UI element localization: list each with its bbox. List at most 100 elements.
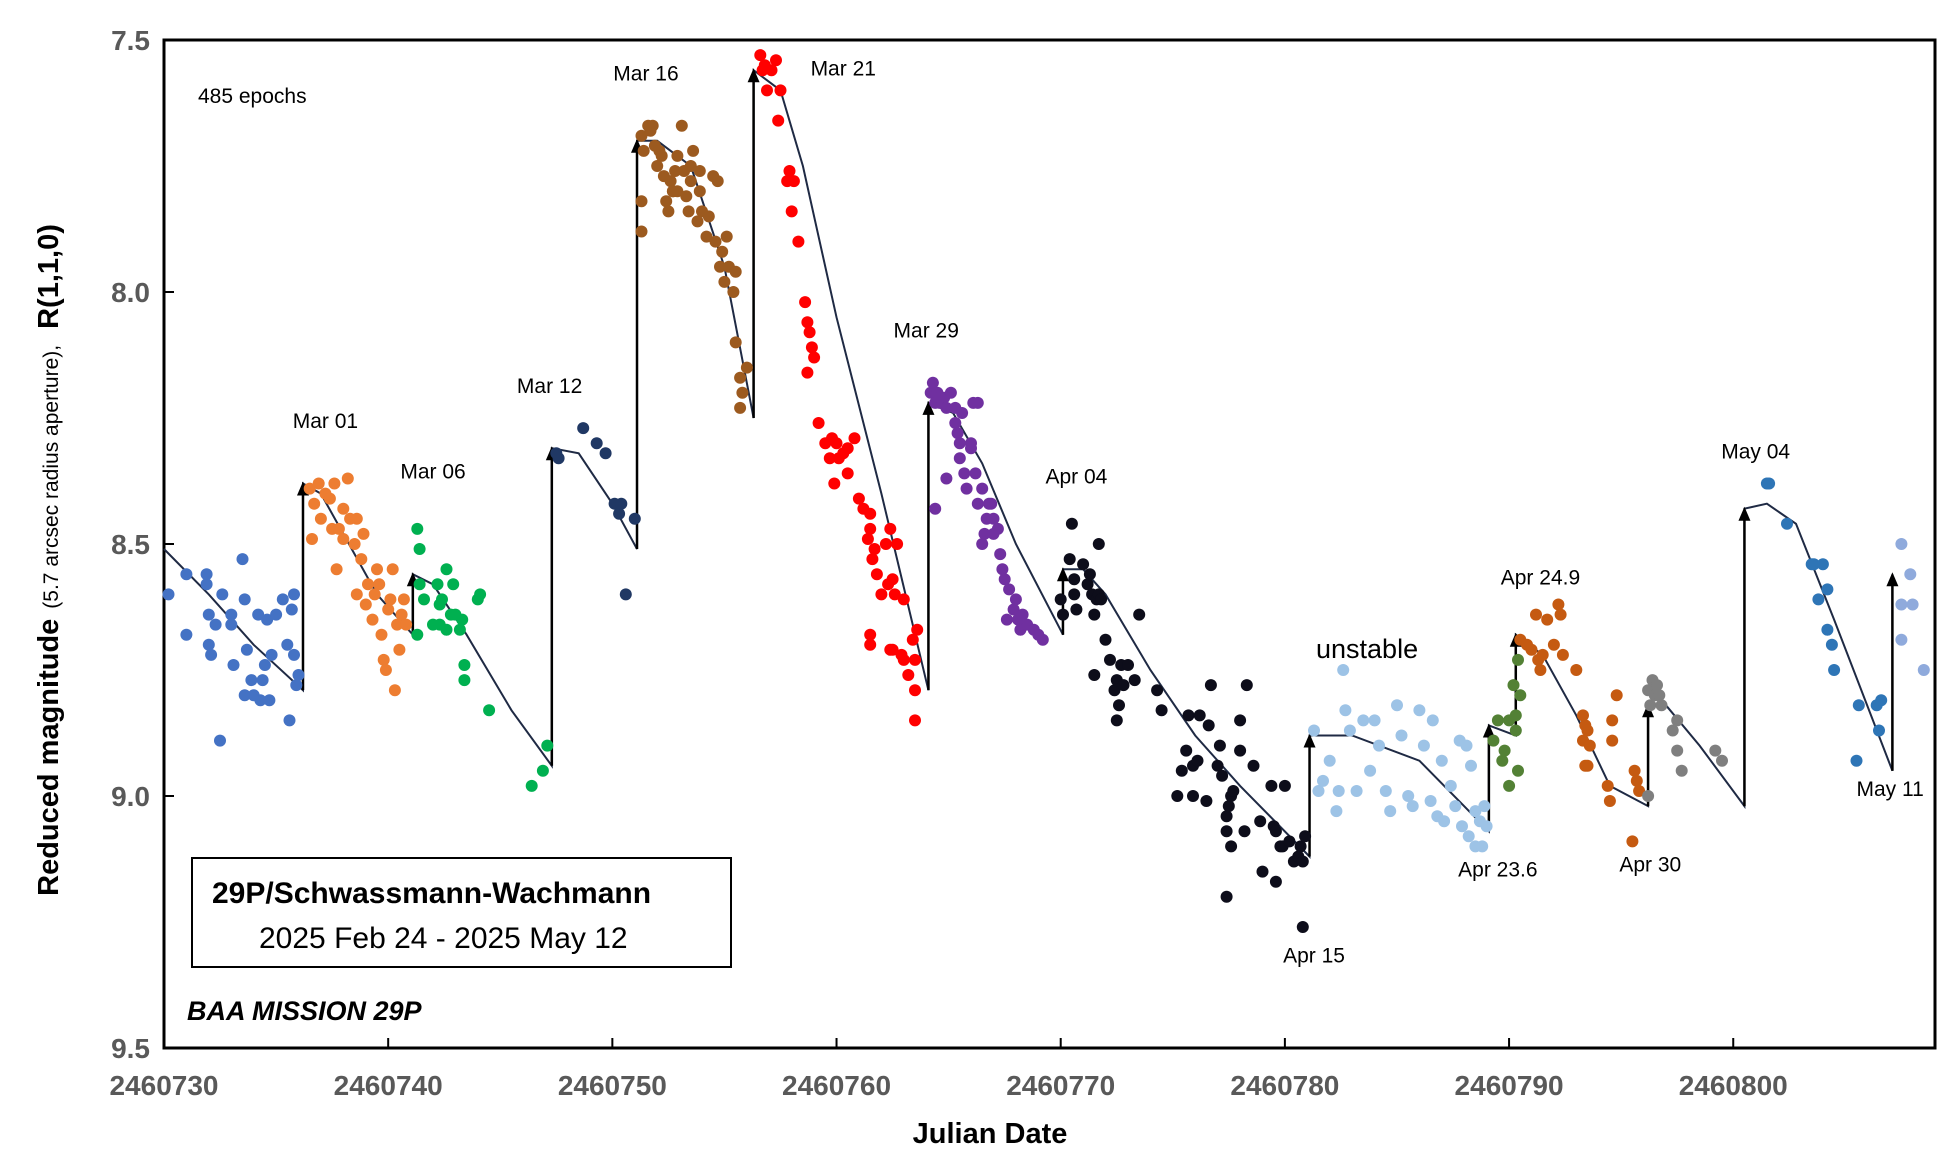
trend-line-group <box>163 68 1894 859</box>
data-point <box>1193 709 1206 722</box>
data-point <box>240 643 253 656</box>
data-point <box>940 401 953 414</box>
outburst-label: Apr 24.9 <box>1501 566 1580 589</box>
data-point <box>258 659 271 671</box>
data-point <box>783 165 796 177</box>
data-point <box>1088 669 1101 681</box>
data-point <box>884 522 897 535</box>
data-point <box>1063 553 1076 566</box>
data-point <box>216 588 229 601</box>
data-point <box>969 467 982 480</box>
data-point <box>1507 679 1520 692</box>
data-point <box>1476 840 1489 853</box>
data-point <box>252 608 265 621</box>
data-point <box>1068 588 1081 601</box>
data-point <box>852 492 865 505</box>
data-point <box>1655 699 1668 712</box>
data-point <box>1512 653 1524 666</box>
data-point <box>303 482 316 495</box>
outburst-arrow-head <box>922 400 935 415</box>
data-point <box>841 442 854 455</box>
data-point <box>830 437 843 450</box>
data-point <box>1337 664 1350 676</box>
outburst-arrow-head <box>1738 506 1751 521</box>
data-point <box>1343 724 1356 737</box>
data-point <box>1498 744 1511 757</box>
data-point <box>1128 674 1141 687</box>
data-point <box>541 739 554 752</box>
data-point <box>1187 790 1199 802</box>
data-point <box>1373 739 1385 752</box>
outburst-label: Mar 12 <box>517 375 582 398</box>
outburst-label: May 04 <box>1721 440 1790 463</box>
data-point <box>413 543 426 555</box>
x-tick-label: 2460740 <box>334 1070 443 1101</box>
data-point <box>886 573 899 586</box>
data-point <box>411 522 424 535</box>
x-tick-label: 2460760 <box>782 1070 891 1101</box>
data-point <box>1155 704 1168 717</box>
data-point <box>615 497 628 510</box>
data-point <box>1556 648 1569 661</box>
data-point <box>1825 638 1838 651</box>
data-point-group <box>162 49 1930 933</box>
data-point <box>635 195 648 208</box>
data-point <box>866 553 879 566</box>
data-point <box>1435 754 1448 767</box>
data-point <box>1395 729 1408 742</box>
data-point <box>1895 633 1908 646</box>
outburst-arrow-head <box>747 68 760 83</box>
data-point <box>205 648 218 661</box>
outburst-label: Mar 06 <box>400 460 465 483</box>
data-point <box>1036 633 1049 646</box>
data-point <box>292 669 305 681</box>
data-point <box>1406 800 1419 813</box>
data-point <box>214 734 226 747</box>
data-point <box>980 512 993 525</box>
data-point <box>1644 699 1657 712</box>
data-point <box>1444 779 1457 792</box>
data-point <box>362 578 374 591</box>
data-point <box>577 422 590 435</box>
outburst-label: Mar 01 <box>293 410 358 433</box>
data-point <box>411 628 424 641</box>
data-point <box>225 618 238 631</box>
data-point <box>734 401 747 414</box>
data-point <box>377 653 390 666</box>
data-point <box>397 593 410 606</box>
data-point <box>926 376 939 389</box>
data-point <box>1514 689 1527 702</box>
outburst-label: May 11 <box>1857 778 1924 801</box>
x-tick-label: 2460770 <box>1006 1070 1115 1101</box>
data-point <box>456 613 469 626</box>
data-point <box>1171 790 1184 802</box>
data-point <box>1227 785 1240 797</box>
data-point <box>700 230 713 243</box>
data-point <box>1081 578 1094 591</box>
data-point <box>879 538 892 550</box>
data-point <box>1065 517 1078 530</box>
data-point <box>792 235 805 248</box>
data-point <box>1269 875 1282 888</box>
data-point <box>200 568 213 581</box>
data-point <box>1671 714 1684 727</box>
y-tick-label: 8.0 <box>111 277 150 308</box>
data-point <box>590 437 603 450</box>
data-point <box>1438 815 1451 828</box>
data-point <box>933 391 946 404</box>
data-point <box>285 603 298 616</box>
data-point <box>971 396 984 409</box>
data-point <box>1182 709 1195 722</box>
data-point <box>1234 714 1247 727</box>
data-point <box>1054 593 1067 606</box>
data-point <box>996 563 1009 576</box>
data-point <box>772 114 785 127</box>
data-point <box>1240 679 1253 692</box>
data-point <box>270 608 283 621</box>
data-point <box>693 165 706 177</box>
data-point <box>662 205 675 218</box>
data-point <box>368 588 381 601</box>
data-point <box>1099 633 1112 646</box>
data-point <box>909 684 921 697</box>
